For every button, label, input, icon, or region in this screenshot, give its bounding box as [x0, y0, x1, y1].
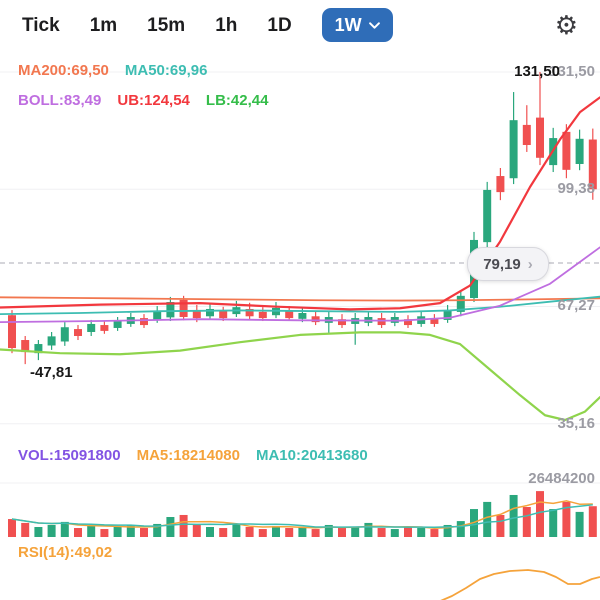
tab-1h[interactable]: 1h [215, 14, 238, 36]
tab-1w-label: 1W [334, 15, 362, 35]
tab-1m[interactable]: 1m [89, 14, 118, 36]
tab-1w-selected[interactable]: 1W [321, 8, 393, 42]
price-grid-label-4: 35,16 [557, 415, 595, 432]
boll_mid-line [0, 246, 600, 324]
low-price-marker: -47,81 [30, 364, 73, 381]
boll-legend: BOLL:83,49 [18, 92, 102, 109]
main-indicator-legend-row1: MA200:69,50 MA50:69,96 [18, 62, 207, 79]
volume-indicator-legend: VOL:15091800 MA5:18214080 MA10:20413680 [18, 447, 368, 464]
chevron-down-icon [368, 21, 380, 29]
tab-15m[interactable]: 15m [147, 14, 186, 36]
overlay-lines-layer [0, 96, 600, 422]
boll_ub-line [0, 96, 600, 311]
vol-ma10-legend: MA10:20413680 [255, 447, 368, 464]
ma200-line [0, 296, 600, 302]
high-price-marker: 131,50 [514, 63, 560, 80]
rsi-layer [440, 569, 600, 600]
boll_lb-line [0, 331, 600, 422]
ma200-legend: MA200:69,50 [18, 62, 109, 79]
vol_ma10-line [11, 504, 593, 529]
lower-band-legend: LB:42,44 [205, 92, 269, 109]
vol-legend-value: VOL:15091800 [18, 447, 121, 464]
ma50-legend: MA50:69,96 [124, 62, 208, 79]
price-grid-label-3: 67,27 [557, 297, 595, 314]
rsi-indicator-legend: RSI(14):49,02 [18, 544, 113, 561]
volume-grid-label: 26484200 [528, 470, 595, 487]
timeframe-toolbar: Tick 1m 15m 1h 1D 1W ⚙ [0, 0, 600, 50]
upper-band-legend: UB:124,54 [117, 92, 190, 109]
price-grid-label-2: 99,38 [557, 180, 595, 197]
price-grid-label-1: 131,50 [549, 63, 595, 80]
chevron-right-icon: › [527, 255, 533, 273]
tab-tick[interactable]: Tick [22, 14, 60, 36]
rsi-line [440, 569, 600, 600]
tab-1d[interactable]: 1D [267, 14, 292, 36]
price-tag-value: 79,19 [483, 255, 521, 273]
price-tag-bubble[interactable]: 79,19 › [467, 247, 549, 281]
vol-ma5-legend: MA5:18214080 [136, 447, 240, 464]
settings-gear-icon[interactable]: ⚙ [554, 10, 578, 40]
volume-layer [8, 491, 597, 537]
main-indicator-legend-row2: BOLL:83,49 UB:124,54 LB:42,44 [18, 92, 268, 109]
ma50-line [0, 295, 600, 315]
vol_ma5-line [11, 500, 593, 529]
